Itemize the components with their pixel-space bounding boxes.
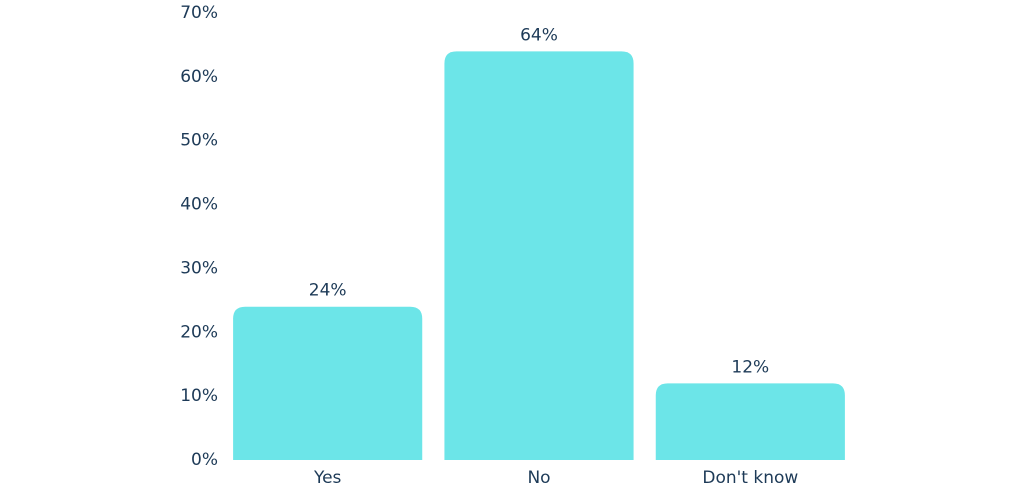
- y-tick-label: 30%: [180, 258, 218, 278]
- bar: [655, 383, 845, 460]
- x-tick-label: No: [527, 468, 550, 488]
- y-tick-label: 60%: [180, 67, 218, 87]
- x-tick-label: Don't know: [702, 468, 798, 488]
- data-label: 64%: [520, 25, 558, 45]
- data-label: 12%: [731, 357, 769, 377]
- bar: [444, 51, 634, 461]
- y-tick-label: 70%: [180, 3, 218, 23]
- bar: [233, 306, 423, 460]
- y-tick-label: 10%: [180, 386, 218, 406]
- y-tick-label: 40%: [180, 195, 218, 215]
- y-tick-label: 50%: [180, 131, 218, 151]
- y-tick-label: 20%: [180, 322, 218, 342]
- x-tick-label: Yes: [313, 468, 342, 488]
- data-label: 24%: [309, 281, 347, 301]
- y-tick-label: 0%: [191, 450, 218, 470]
